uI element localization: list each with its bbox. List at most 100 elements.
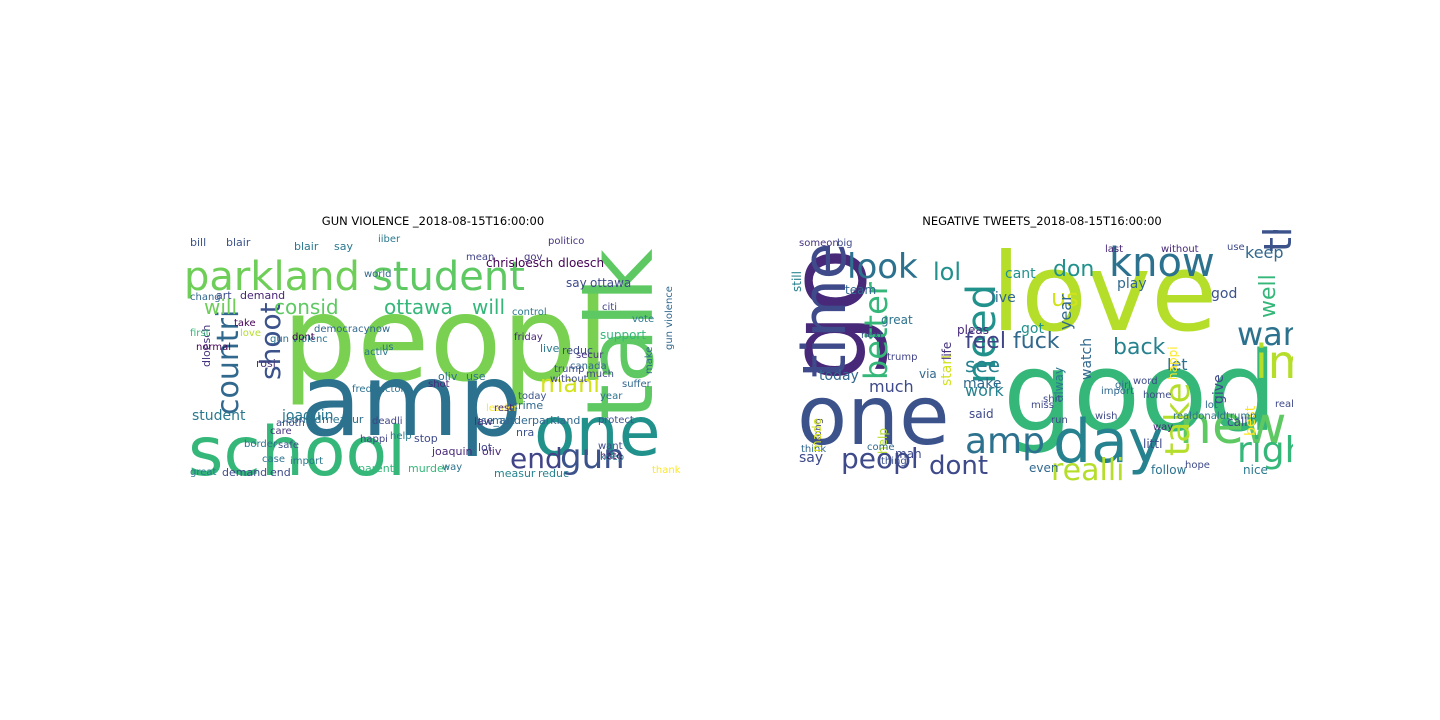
word-shot: shot bbox=[428, 379, 450, 390]
word-blair: blair bbox=[226, 236, 251, 249]
word-big: big bbox=[837, 238, 852, 249]
word-back: back bbox=[1113, 335, 1166, 360]
word-use: use bbox=[1227, 242, 1245, 253]
word-come: come bbox=[867, 442, 895, 453]
word-citi: citi bbox=[602, 302, 617, 313]
word-activ: activ bbox=[364, 347, 388, 358]
word-oliv: oliv bbox=[438, 370, 458, 383]
word-world: world bbox=[364, 269, 392, 280]
word-dloesch: dloesch bbox=[200, 325, 213, 367]
word-still: still bbox=[791, 271, 804, 292]
word-chrisloesch: chrisloesch bbox=[486, 256, 553, 270]
word-protect: protect bbox=[598, 415, 634, 426]
word-countri: countri bbox=[211, 310, 246, 415]
word-right: right bbox=[1237, 430, 1293, 471]
word-lol: lol bbox=[933, 258, 961, 286]
word-life: life bbox=[940, 342, 954, 360]
word-suffer: suffer bbox=[622, 379, 652, 390]
word-vote: vote bbox=[632, 314, 654, 325]
word-help: help bbox=[390, 431, 412, 442]
word-stop: stop bbox=[414, 432, 438, 445]
word-murder: murder bbox=[408, 462, 449, 475]
word-measur: measur bbox=[322, 413, 364, 426]
word-great: great bbox=[190, 467, 217, 478]
word-without: without bbox=[550, 374, 588, 385]
word-ottawa: ottawa bbox=[590, 276, 631, 290]
word-look: look bbox=[847, 247, 918, 287]
word-need: need bbox=[959, 284, 1005, 384]
word-lot: lot bbox=[478, 441, 493, 454]
word-love: love bbox=[991, 231, 1217, 356]
word-go: go bbox=[791, 247, 891, 382]
word-crime: crime bbox=[512, 399, 543, 412]
word-realdonaldtrump: realdonaldtrump bbox=[1173, 411, 1256, 422]
word-happi: happi bbox=[1166, 346, 1180, 380]
word-said: said bbox=[969, 407, 994, 421]
word-care: care bbox=[270, 426, 292, 437]
word-take: take bbox=[234, 318, 256, 329]
word-work: work bbox=[965, 381, 1004, 400]
word-dont: dont bbox=[292, 332, 315, 343]
word-want: want bbox=[598, 441, 623, 452]
word-keep: keep bbox=[600, 452, 624, 463]
word-littl: littl bbox=[1143, 437, 1162, 451]
word-know: know bbox=[1109, 240, 1215, 286]
word-happi: happi bbox=[360, 434, 388, 445]
word-art: art bbox=[216, 289, 232, 302]
word-today: today bbox=[819, 368, 859, 384]
word-watch: watch bbox=[1079, 338, 1095, 380]
word-next: next bbox=[861, 330, 883, 341]
word-parkland: parkland bbox=[532, 414, 580, 427]
word-way: way bbox=[442, 462, 462, 473]
word-amp: amp bbox=[300, 342, 522, 459]
word-year: year bbox=[1056, 294, 1075, 330]
word-girl: girl bbox=[1115, 380, 1131, 391]
word-play: play bbox=[1117, 276, 1147, 292]
word-keep: keep bbox=[1245, 243, 1284, 262]
word-way: way bbox=[1153, 422, 1173, 433]
word-new: new bbox=[1179, 396, 1286, 456]
word-let: let bbox=[1167, 355, 1188, 374]
word-canada: canada bbox=[570, 361, 607, 372]
word-secur: secur bbox=[576, 350, 604, 361]
word-run: run bbox=[1051, 415, 1068, 426]
word-student: student bbox=[192, 408, 246, 424]
word-student: student bbox=[372, 254, 525, 300]
word-joaquin: joaquin bbox=[431, 445, 473, 458]
word-realli: realli bbox=[1051, 453, 1125, 484]
word-say: say bbox=[334, 240, 353, 253]
word-import: import bbox=[1101, 386, 1134, 397]
word-take: take bbox=[1158, 382, 1198, 456]
word-thing: thing bbox=[881, 456, 907, 467]
word-consid: consid bbox=[286, 413, 322, 426]
word-demand: demand bbox=[222, 466, 267, 479]
word-day: day bbox=[1053, 407, 1163, 477]
word-live: live bbox=[991, 290, 1016, 306]
word-fuck: fuck bbox=[1013, 329, 1060, 354]
word-shit: shit bbox=[1043, 394, 1061, 405]
word-friday: friday bbox=[514, 332, 543, 343]
word-consid: consid bbox=[274, 295, 339, 319]
word-blair: blair bbox=[294, 240, 319, 253]
word-time: time bbox=[791, 242, 860, 378]
word-gun: gun bbox=[560, 437, 625, 477]
word-via: via bbox=[919, 367, 937, 381]
word-wish: wish bbox=[1095, 411, 1118, 422]
word-got: got bbox=[1021, 321, 1044, 337]
word-song: song bbox=[813, 418, 824, 442]
word-hate: hate bbox=[600, 451, 623, 462]
word-gun-violence: gun violence bbox=[664, 286, 675, 350]
word-use: use bbox=[466, 370, 486, 383]
word-nice: nice bbox=[1243, 463, 1268, 477]
word-say: say bbox=[799, 450, 823, 466]
word-will: will bbox=[472, 295, 505, 319]
word-start: start bbox=[939, 353, 955, 386]
word-much: much bbox=[869, 377, 914, 396]
word-joaquin: joaquin bbox=[281, 408, 334, 424]
word-trump: trump bbox=[554, 364, 584, 375]
word-rest: rest bbox=[494, 403, 513, 414]
word-made: made bbox=[810, 418, 824, 452]
word-much: much bbox=[586, 369, 614, 380]
